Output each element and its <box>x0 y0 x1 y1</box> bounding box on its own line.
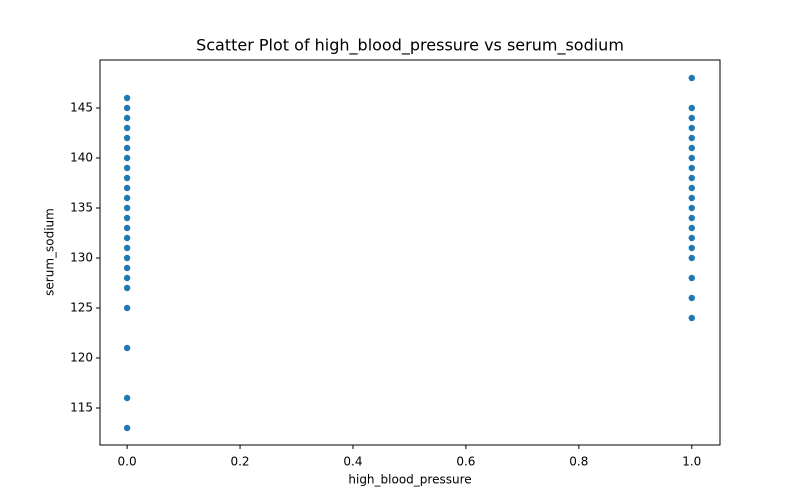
point <box>123 174 131 182</box>
point <box>687 214 696 222</box>
point <box>123 94 131 102</box>
plot-frame <box>99 59 721 446</box>
point <box>687 204 696 212</box>
point <box>123 204 131 212</box>
point <box>687 124 696 132</box>
point <box>123 224 131 232</box>
point <box>123 114 131 122</box>
point <box>123 154 131 162</box>
point <box>687 254 696 262</box>
point <box>123 144 131 152</box>
chart-title: Scatter Plot of high_blood_pressure vs s… <box>196 36 624 56</box>
point <box>687 244 696 252</box>
x-tick-label: 1.0 <box>682 455 701 469</box>
x-tick-label: 0.8 <box>569 455 588 469</box>
point <box>123 124 131 132</box>
point <box>123 264 131 272</box>
y-tick-label: 135 <box>70 201 93 215</box>
y-tick-label: 140 <box>70 151 93 165</box>
point <box>687 224 696 232</box>
point <box>123 344 131 352</box>
point <box>123 194 131 202</box>
point <box>687 114 696 122</box>
point <box>687 74 696 82</box>
point <box>687 234 696 242</box>
point <box>687 104 696 112</box>
point <box>123 244 131 252</box>
y-tick-label: 130 <box>70 251 93 265</box>
point <box>123 134 131 142</box>
point <box>687 164 696 172</box>
point <box>123 164 131 172</box>
point <box>687 134 696 142</box>
point <box>123 214 131 222</box>
point <box>123 284 131 292</box>
point <box>123 304 131 312</box>
y-tick-label: 125 <box>70 301 93 315</box>
point <box>687 174 696 182</box>
point <box>687 314 696 322</box>
point <box>687 184 696 192</box>
point <box>123 254 131 262</box>
y-axis-label: serum_sodium <box>43 208 57 296</box>
point <box>687 194 696 202</box>
y-tick-label: 120 <box>70 351 93 365</box>
point <box>687 294 696 302</box>
x-tick-label: 0.6 <box>456 455 475 469</box>
y-tick-label: 145 <box>70 101 93 115</box>
point <box>123 104 131 112</box>
x-tick-label: 0.2 <box>230 455 249 469</box>
point <box>123 394 131 402</box>
point <box>687 154 696 162</box>
point <box>687 144 696 152</box>
x-tick-label: 0.4 <box>343 455 362 469</box>
point <box>123 234 131 242</box>
point <box>123 424 131 432</box>
x-axis-label: high_blood_pressure <box>348 473 471 487</box>
x-tick-label: 0.0 <box>118 455 137 469</box>
y-tick-label: 115 <box>70 401 93 415</box>
point <box>687 274 696 282</box>
point <box>123 274 131 282</box>
point <box>123 184 131 192</box>
